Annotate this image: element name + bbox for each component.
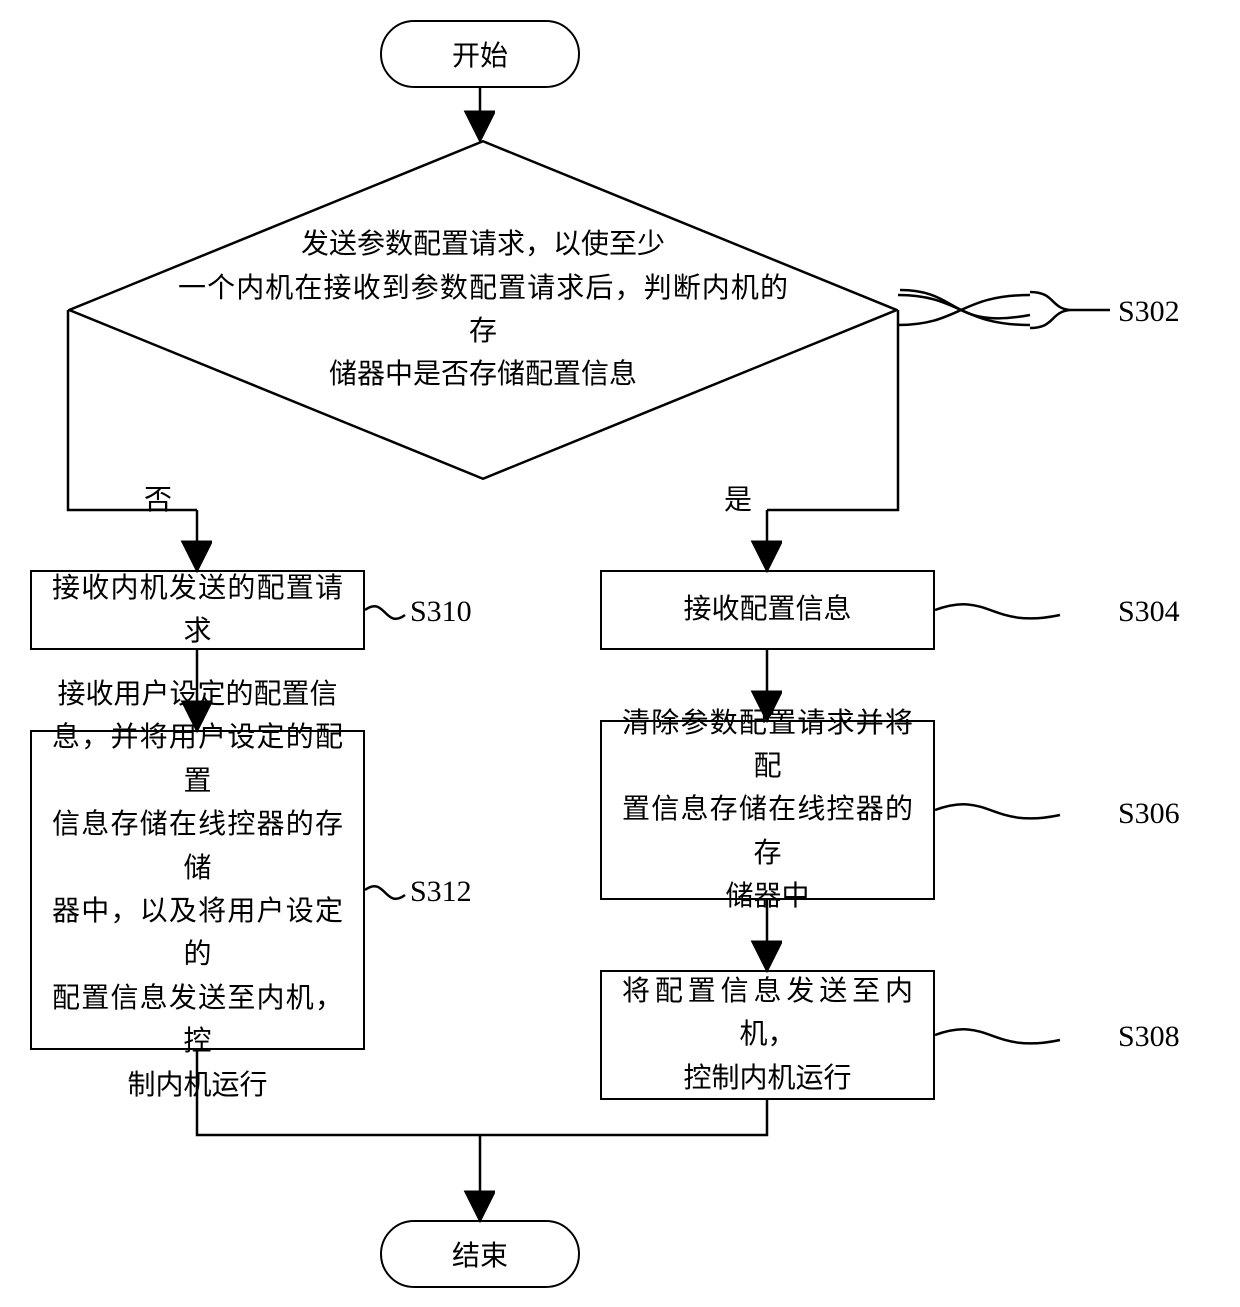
branch-label-yes: 是: [720, 478, 756, 518]
process-s308-text: 将配置信息发送至内机，控制内机运行: [622, 970, 913, 1100]
step-label-s304: S304: [1118, 595, 1180, 629]
process-s304: 接收配置信息: [600, 570, 935, 650]
step-label-s308: S308: [1118, 1020, 1180, 1054]
decision-text: 发送参数配置请求，以使至少一个内机在接收到参数配置请求后，判断内机的存储器中是否…: [68, 140, 898, 480]
start-terminator: 开始: [380, 20, 580, 88]
process-s308: 将配置信息发送至内机，控制内机运行: [600, 970, 935, 1100]
step-label-s302: S302: [1118, 295, 1180, 329]
branch-label-no: 否: [140, 478, 176, 518]
process-s304-text: 接收配置信息: [683, 588, 851, 631]
end-terminator: 结束: [380, 1220, 580, 1288]
step-label-s312: S312: [410, 875, 472, 909]
process-s312: 接收用户设定的配置信息，并将用户设定的配置信息存储在线控器的存储器中，以及将用户…: [30, 730, 365, 1050]
connector-s302: [1030, 290, 1110, 330]
process-s310-text: 接收内机发送的配置请求: [52, 567, 343, 654]
step-label-s306: S306: [1118, 797, 1180, 831]
start-label: 开始: [452, 34, 508, 74]
process-s310: 接收内机发送的配置请求: [30, 570, 365, 650]
decision-s302: 发送参数配置请求，以使至少一个内机在接收到参数配置请求后，判断内机的存储器中是否…: [68, 140, 898, 480]
process-s306-text: 清除参数配置请求并将配置信息存储在线控器的存储器中: [622, 702, 913, 919]
end-label: 结束: [452, 1234, 508, 1274]
process-s312-text: 接收用户设定的配置信息，并将用户设定的配置信息存储在线控器的存储器中，以及将用户…: [52, 673, 343, 1107]
step-label-s310: S310: [410, 595, 472, 629]
process-s306: 清除参数配置请求并将配置信息存储在线控器的存储器中: [600, 720, 935, 900]
flowchart-canvas: 开始 发送参数配置请求，以使至少一个内机在接收到参数配置请求后，判断内机的存储器…: [0, 0, 1240, 1307]
